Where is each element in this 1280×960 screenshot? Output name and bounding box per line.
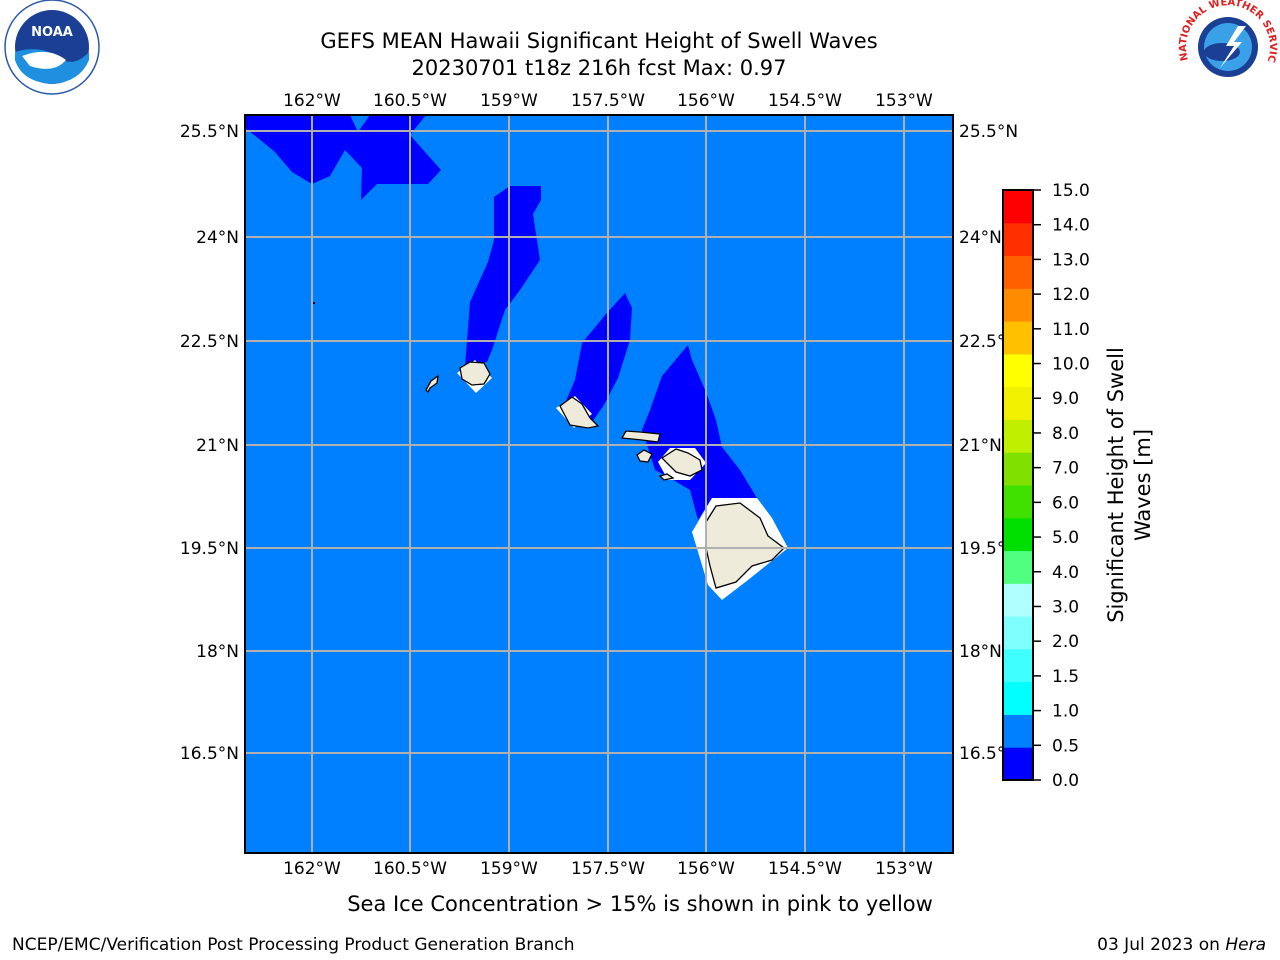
colorbar-segment [1003,550,1033,584]
kauai-island [459,361,491,386]
colorbar-segment [1003,747,1033,781]
colorbar-tick-label: 13.0 [1052,250,1090,270]
colorbar-tick-label: 8.0 [1052,424,1079,444]
lon-label-bottom: 157.5°W [571,859,645,879]
lat-label-left: 19.5°N [180,539,239,559]
lat-label-left: 18°N [196,642,239,662]
lon-label-bottom: 159°W [480,859,538,879]
colorbar-tick-label: 15.0 [1052,181,1090,201]
low-swell-zone-oahu [565,293,632,422]
colorbar-label-line1: Significant Height of Swell [1104,347,1128,623]
colorbar-segment [1003,517,1033,552]
map-title: GEFS MEAN Hawaii Significant Height of S… [320,29,877,53]
run-host: Hera [1225,935,1266,955]
colorbar-tick-label: 7.0 [1052,459,1079,479]
swell-height-map [245,115,953,853]
ocean-swell-0.5-1.0 [245,115,953,853]
colorbar-tick-label: 3.0 [1052,597,1079,617]
lat-label-right: 25.5°N [959,122,1018,142]
colorbar-segment [1003,648,1033,683]
lon-label-bottom: 156°W [677,859,735,879]
colorbar-segment [1003,288,1033,322]
map-frame [244,114,954,854]
colorbar-tick-label: 4.0 [1052,563,1079,583]
low-swell-zone-north [245,115,441,200]
colorbar-segment [1003,190,1033,224]
colorbar-tick-label: 5.0 [1052,528,1079,548]
map-subtitle: 20230701 t18z 216h fcst Max: 0.97 [412,56,787,80]
colorbar-segment [1003,583,1033,617]
colorbar-segment [1003,452,1033,486]
molokai-island [620,430,661,443]
colorbar-tick-label: 6.0 [1052,493,1079,513]
lon-label-top: 160.5°W [373,91,447,111]
maui-island [660,448,703,477]
low-swell-zone-kauai [465,186,541,366]
lat-label-right: 24°N [959,228,1002,248]
colorbar-segment [1003,616,1033,650]
sea-ice-note: Sea Ice Concentration > 15% is shown in … [347,892,933,916]
colorbar-segment [1003,255,1033,289]
colorbar-tick-label: 1.5 [1052,667,1079,687]
colorbar-segment [1003,419,1033,453]
lat-label-left: 24°N [196,228,239,248]
lat-label-right: 21°N [959,436,1002,456]
lon-label-top: 162°W [283,91,341,111]
lon-label-bottom: 162°W [283,859,341,879]
lon-label-bottom: 160.5°W [373,859,447,879]
lon-label-top: 156°W [677,91,735,111]
noaa-logo-text: NOAA [31,25,73,40]
colorbar: 0.0 0.5 1.0 1.5 2.0 3.0 4.0 5.0 6.0 7.0 8.0 9.0 10.0… [1002,181,1090,791]
colorbar-segment [1003,386,1033,420]
colorbar-label-line2: Waves [m] [1131,429,1155,541]
land [425,361,785,589]
colorbar-segment [1003,485,1033,519]
colorbar-segment [1003,714,1033,748]
lat-label-right: 18°N [959,642,1002,662]
colorbar-tick-label: 1.0 [1052,702,1079,722]
colorbar-segment [1003,353,1033,388]
big-island [705,502,785,589]
kahoolawe-island [658,473,675,481]
lon-label-top: 154.5°W [768,91,842,111]
colorbar-segment [1003,321,1033,355]
lon-label-bottom: 154.5°W [768,859,842,879]
noaa-logo-icon: NOAA [4,0,100,95]
lat-label-left: 22.5°N [180,332,239,352]
lon-label-top: 153°W [875,91,933,111]
producer-credit: NCEP/EMC/Verification Post Processing Pr… [12,935,575,955]
run-date: 03 Jul 2023 on [1097,935,1225,955]
niihau-island [425,374,439,394]
colorbar-tick-label: 2.0 [1052,632,1079,652]
colorbar-tick-label: 9.0 [1052,389,1079,409]
lanai-island [636,449,653,463]
lat-label-left: 16.5°N [180,744,239,764]
run-info: 03 Jul 2023 on Hera [1097,935,1266,955]
colorbar-tick-label: 0.0 [1052,771,1079,791]
lat-label-left: 25.5°N [180,122,239,142]
colorbar-segment [1003,222,1033,257]
lon-label-top: 159°W [480,91,538,111]
colorbar-segment [1003,681,1033,715]
lat-label-left: 21°N [196,436,239,456]
graticule [245,115,953,853]
colorbar-tick-label: 12.0 [1052,285,1090,305]
colorbar-tick-label: 0.5 [1052,736,1079,756]
small-islet [313,302,315,304]
colorbar-tick-label: 14.0 [1052,216,1090,236]
lon-label-bottom: 153°W [875,859,933,879]
colorbar-tick-label: 11.0 [1052,320,1090,340]
oahu-island [559,396,600,429]
lon-label-top: 157.5°W [571,91,645,111]
colorbar-frame [1002,189,1034,781]
colorbar-tick-label: 10.0 [1052,355,1090,375]
